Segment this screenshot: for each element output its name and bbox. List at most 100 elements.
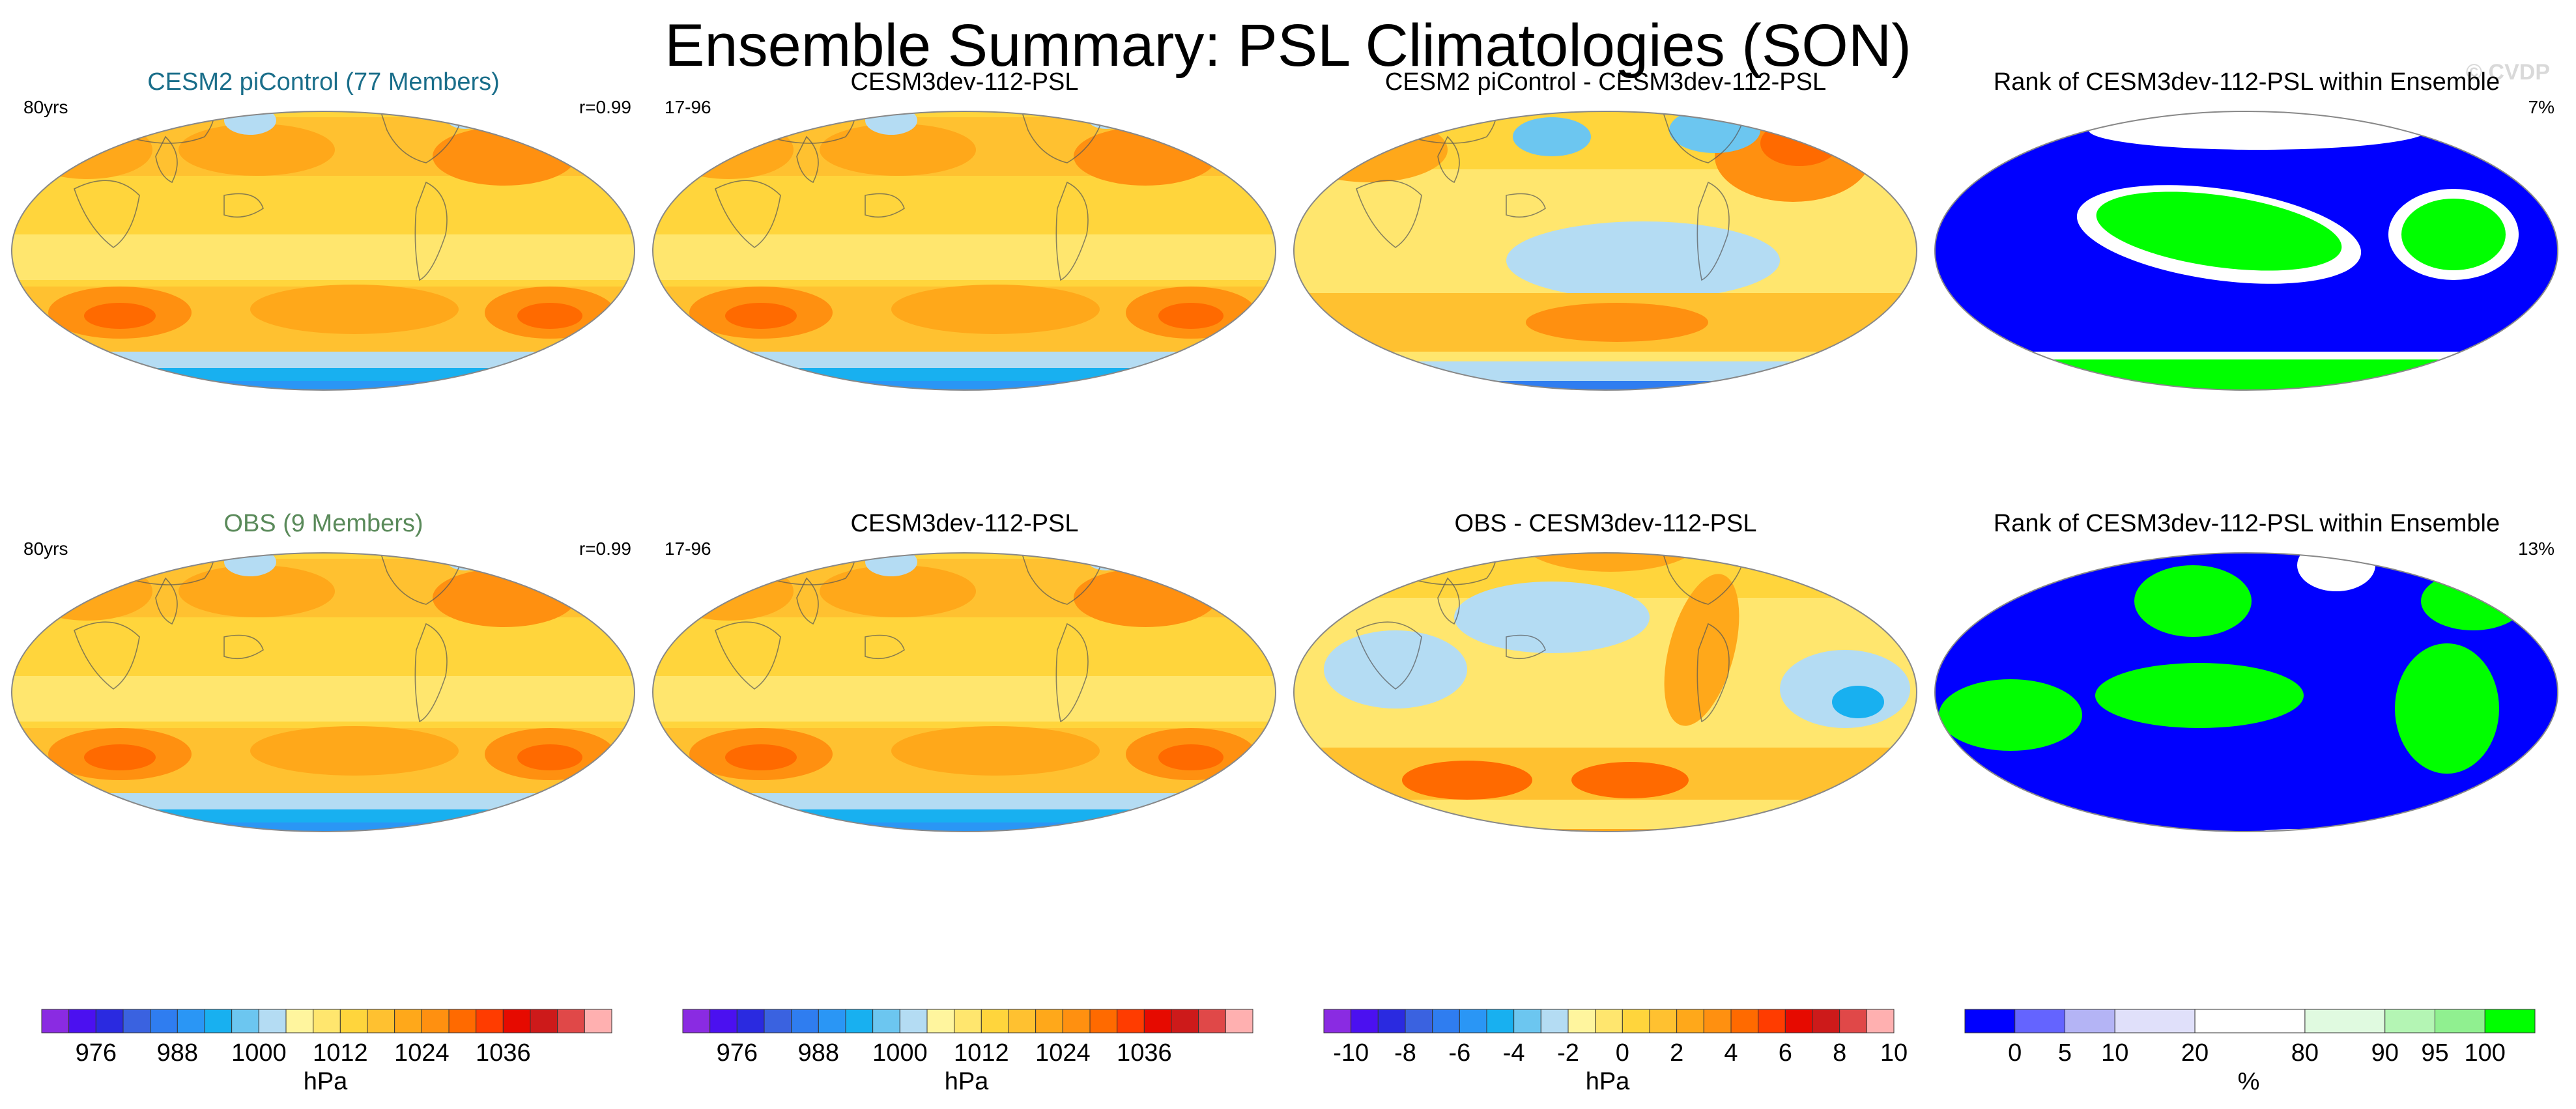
- colorbar-swatch: [1459, 1009, 1487, 1033]
- colorbar-swatch: [1486, 1009, 1515, 1033]
- colorbar-tick-label: 1000: [872, 1039, 928, 1067]
- colorbar-tick-label: 10: [1880, 1039, 1908, 1067]
- coastline-1: [155, 135, 178, 184]
- nh-subtropical-high-b: [820, 124, 976, 176]
- nh-subtropical-high-a: [22, 120, 152, 179]
- colorbar-swatch: [2304, 1009, 2386, 1033]
- map-panel-6: CESM3dev-112-PSL 17-96: [650, 442, 1279, 858]
- southern-ocean-band-4: [9, 834, 638, 858]
- coastline-4: [223, 193, 264, 218]
- colorbar-swatch: [1198, 1009, 1226, 1033]
- panel-period-label: 17-96: [665, 539, 711, 559]
- southern-ocean-band-3: [12, 381, 635, 390]
- colorbar-swatch: [1171, 1009, 1199, 1033]
- rank-mid-antarctic: [2219, 829, 2375, 832]
- rank-high-pacific-n: [2134, 565, 2252, 637]
- colorbar-swatch: [1089, 1009, 1118, 1033]
- colorbar-tick-label: -6: [1448, 1039, 1471, 1067]
- map-fill: [1294, 553, 1917, 832]
- colorbar-tick-label: 1024: [394, 1039, 450, 1067]
- colorbar-tick-label: 1036: [1117, 1039, 1172, 1067]
- sh-subtropical-core-c: [517, 303, 582, 329]
- southern-ocean-band-3: [653, 381, 1276, 390]
- coastline-5: [1356, 621, 1422, 690]
- map-outline: [652, 552, 1276, 832]
- americas-positive-anomaly: [1664, 574, 1739, 726]
- colorbar-swatch: [1866, 1009, 1895, 1033]
- colorbar-swatch: [150, 1009, 178, 1033]
- colorbar-tick-label: 100: [2464, 1039, 2506, 1067]
- coastline-4: [223, 634, 264, 660]
- panel-title: CESM3dev-112-PSL: [850, 68, 1079, 96]
- colorbar-tick-label: 0: [1615, 1039, 1629, 1067]
- rank-high-southern: [1935, 358, 2558, 390]
- colorbar-tick-label: 1012: [313, 1039, 368, 1067]
- panel-stat-label: r=0.99: [579, 539, 631, 559]
- map-abs-2: [650, 111, 1279, 417]
- sh-subtropical-core-c: [1158, 744, 1224, 770]
- colorbar-tick-label: -2: [1557, 1039, 1579, 1067]
- southern-ocean-band-2: [653, 809, 1276, 824]
- map-abs-6: [652, 552, 1276, 832]
- colorbar-tick-label: 95: [2421, 1039, 2449, 1067]
- sh-subtropical-core-a: [84, 744, 156, 770]
- map-rank-8: [1934, 552, 2558, 832]
- coastline-5: [715, 180, 781, 248]
- colorbar-swatch: [339, 1009, 368, 1033]
- sh-positive-core-b: [1571, 762, 1689, 798]
- southern-ocean-band-3: [12, 822, 635, 832]
- colorbar-swatch: [122, 1009, 151, 1033]
- colorbar-3: [1323, 1009, 1895, 1033]
- colorbar-swatch: [204, 1009, 233, 1033]
- coastline-4: [1506, 634, 1546, 660]
- colorbar-swatch: [2194, 1009, 2306, 1033]
- rank-high-pacific-s: [2095, 663, 2304, 728]
- colorbar-swatch: [41, 1009, 70, 1033]
- sh-subtropical-core-a: [725, 303, 797, 329]
- map-outline: [652, 111, 1276, 391]
- colorbar-unit-label: %: [2237, 1068, 2260, 1095]
- panel-title: CESM2 piControl (77 Members): [147, 68, 500, 96]
- southern-ocean-band-2: [12, 368, 635, 382]
- colorbar-tick-label: -10: [1333, 1039, 1369, 1067]
- colorbar-swatch: [2484, 1009, 2536, 1033]
- colorbar-swatch: [1703, 1009, 1732, 1033]
- colorbar-tick-label: 1036: [476, 1039, 531, 1067]
- circumpolar-trough-deep: [9, 400, 638, 417]
- antarctic-high-patch: [165, 830, 244, 832]
- coastline-4: [1506, 193, 1546, 218]
- map-panel-3: CESM2 piControl - CESM3dev-112-PSL: [1291, 0, 1920, 417]
- colorbar-swatch: [1117, 1009, 1145, 1033]
- coastline-1: [796, 577, 819, 625]
- colorbar-swatch: [1008, 1009, 1037, 1033]
- coastline-3: [1696, 181, 1730, 281]
- colorbar-tick-label: 6: [1778, 1039, 1792, 1067]
- aleutian-low: [865, 553, 917, 576]
- coastline-2: [1014, 553, 1107, 605]
- southern-ocean-band-4: [650, 393, 1279, 417]
- colorbar-tick-label: 4: [1724, 1039, 1738, 1067]
- coastline-4: [865, 634, 905, 660]
- colorbar-swatch: [1143, 1009, 1172, 1033]
- southern-negative-band: [1294, 361, 1917, 381]
- difference-background: [1294, 111, 1917, 390]
- map-fill: [650, 111, 1279, 417]
- colorbar-swatch: [1812, 1009, 1840, 1033]
- colorbar-tick-label: 988: [156, 1039, 199, 1067]
- map-field-layer: [1294, 553, 1917, 832]
- coastline-1: [155, 577, 178, 625]
- colorbar-swatch: [313, 1009, 341, 1033]
- colorbar-swatch: [177, 1009, 205, 1033]
- map-outline: [1934, 111, 2558, 391]
- colorbar-swatch: [1730, 1009, 1759, 1033]
- sh-subtropical-core-c: [517, 744, 582, 770]
- map-outline: [11, 552, 635, 832]
- map-field-layer: [1294, 111, 1917, 390]
- map-fill: [1935, 553, 2558, 832]
- icelandic-low: [446, 111, 485, 129]
- equatorial-trough: [653, 676, 1276, 722]
- icelandic-low: [446, 553, 485, 570]
- colorbar-tick-label: -8: [1394, 1039, 1416, 1067]
- colorbar-tick-label: 2: [1670, 1039, 1684, 1067]
- antarctic-negative-band: [1294, 381, 1917, 390]
